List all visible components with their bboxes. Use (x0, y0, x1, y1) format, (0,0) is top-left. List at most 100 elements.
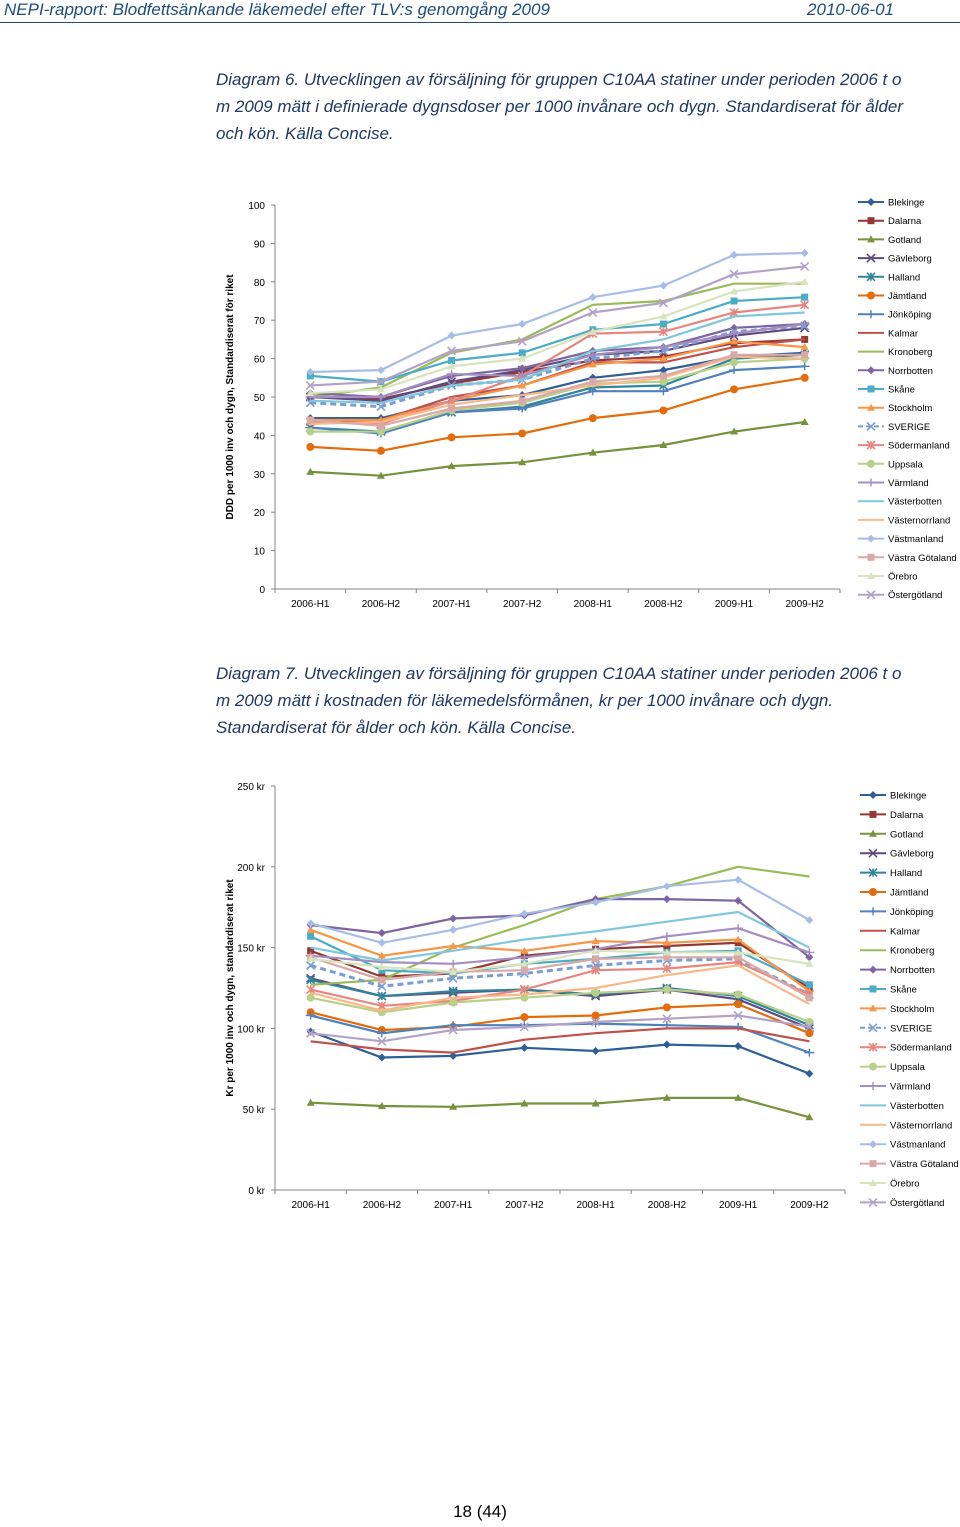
data-point (449, 1102, 458, 1110)
y-tick-label: 10 (254, 547, 266, 558)
data-point (377, 938, 386, 947)
legend-item: Halland (860, 868, 922, 879)
data-point (663, 942, 671, 950)
data-point (591, 1099, 600, 1107)
data-point (448, 986, 458, 996)
data-point (378, 976, 386, 984)
legend-label: Jämtland (888, 291, 927, 302)
series-kronoberg (310, 865, 810, 986)
data-point (659, 377, 668, 386)
legend-marker (869, 829, 877, 837)
legend-label: Jämtland (890, 888, 929, 899)
series-vasternorrland (310, 964, 810, 1012)
legend-item: Dalarna (860, 810, 924, 821)
page-header: NEPI-rapport: Blodfettsänkande läkemedel… (0, 0, 960, 24)
series-line (310, 365, 805, 435)
data-point (730, 351, 738, 359)
data-point (734, 1000, 743, 1009)
series-line (310, 353, 805, 427)
data-point (588, 360, 597, 368)
legend-item: Örebro (860, 1179, 920, 1190)
data-point (449, 1051, 458, 1060)
data-point (730, 287, 739, 295)
data-point (659, 372, 667, 380)
data-point (734, 990, 743, 999)
y-tick-label: 200 kr (237, 863, 265, 874)
data-point (733, 924, 744, 933)
x-tick-label: 2009-H2 (790, 1200, 829, 1211)
legend-item: Uppsala (860, 1062, 926, 1073)
legend-label: Stockholm (888, 403, 932, 414)
data-point (518, 381, 527, 389)
legend-item: Stockholm (860, 1004, 934, 1015)
x-tick-label: 2007-H1 (434, 1200, 473, 1211)
legend-label: Värmland (888, 478, 929, 489)
data-point (800, 343, 809, 351)
data-point (804, 1048, 815, 1057)
data-point (447, 433, 456, 442)
series-line (310, 964, 810, 1012)
data-point (518, 429, 527, 438)
legend-item: Skåne (860, 985, 917, 996)
data-point (449, 914, 458, 923)
data-point (730, 250, 739, 259)
data-point (659, 354, 668, 362)
legend-item: Östergötland (860, 1197, 944, 1209)
data-point (730, 358, 739, 367)
legend: Blekinge Dalarna Gotland Gävleborg Halland Jä… (860, 791, 959, 1209)
data-point (589, 378, 597, 386)
data-point (659, 312, 668, 320)
y-tick-label: 40 (254, 431, 266, 442)
data-point (592, 955, 600, 963)
data-point (306, 389, 315, 397)
data-point (805, 981, 813, 989)
legend-item: Västerbotten (858, 497, 942, 508)
data-point (730, 385, 739, 394)
legend-label: Jönköping (888, 310, 931, 321)
page-number: 18 (44) (453, 1502, 507, 1521)
data-point (306, 954, 315, 962)
legend-marker (866, 253, 876, 263)
legend-label: Örebro (890, 1179, 920, 1190)
data-point (519, 1022, 529, 1032)
legend-marker (869, 791, 877, 799)
data-point (377, 981, 387, 991)
legend-marker (868, 1023, 878, 1033)
legend-marker (866, 590, 876, 600)
data-point (662, 1014, 672, 1024)
y-tick-label: 0 kr (248, 1186, 265, 1197)
series-vastra-gotaland (306, 351, 809, 430)
legend-item: SVERIGE (858, 421, 930, 433)
series-line (310, 1096, 810, 1119)
legend-marker (866, 310, 876, 319)
data-point (448, 357, 456, 365)
y-tick-label: 50 (254, 393, 266, 404)
series-line (310, 265, 805, 387)
data-point (734, 953, 742, 961)
data-point (376, 427, 385, 436)
x-tick-label: 2007-H1 (432, 599, 471, 610)
data-point (729, 269, 739, 279)
legend-marker (868, 907, 878, 916)
data-point (520, 959, 529, 967)
data-point (659, 441, 668, 448)
data-point (520, 909, 529, 918)
x-tick-label: 2009-H1 (715, 599, 754, 610)
data-point (730, 297, 738, 305)
data-point (729, 329, 740, 338)
data-point (376, 402, 386, 412)
legend-label: Norrbotten (890, 965, 935, 976)
series-vastmanland (306, 875, 814, 947)
data-point (376, 377, 386, 387)
data-point (520, 946, 529, 954)
legend-marker (869, 1062, 877, 1071)
series-line (310, 927, 810, 965)
data-point (662, 948, 671, 956)
data-point (662, 1040, 671, 1049)
series-kronoberg (310, 282, 805, 399)
series-line (310, 376, 805, 452)
data-point (449, 967, 458, 975)
legend-item: Kronoberg (858, 347, 932, 358)
series-line (310, 251, 805, 374)
data-point (377, 929, 386, 938)
